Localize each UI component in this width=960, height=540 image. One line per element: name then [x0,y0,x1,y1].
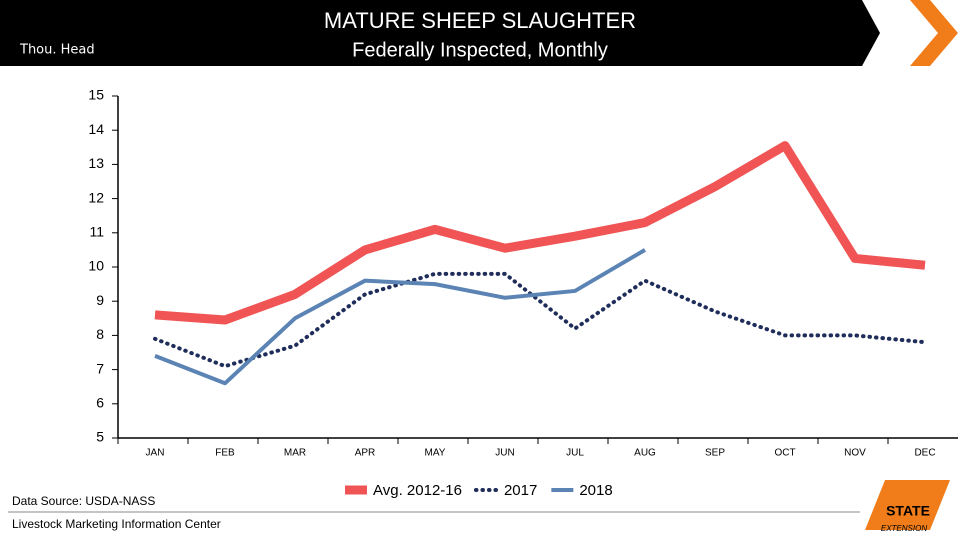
x-tick-label: FEB [215,448,235,459]
legend-label: 2017 [504,482,537,499]
x-tick-label: OCT [774,448,795,459]
legend-label: Avg. 2012-16 [373,482,462,499]
x-tick-label: SEP [705,448,725,459]
x-tick-label: MAY [425,448,446,459]
y-tick-label: 5 [96,429,104,445]
header-banner [0,0,880,66]
series-line [154,248,647,386]
y-tick-label: 7 [96,360,104,376]
legend-label: 2018 [579,482,612,499]
x-tick-label: MAR [284,448,306,459]
x-tick-label: NOV [844,448,866,459]
y-tick-label: 15 [88,87,104,103]
x-tick-label: AUG [634,448,656,459]
footer: Livestock Marketing Information Center [12,517,221,531]
y-tick-label: 10 [88,258,104,274]
x-tick-label: APR [355,448,376,459]
x-tick-label: JUL [566,448,584,459]
x-tick-label: JUN [495,448,514,459]
y-tick-label: 14 [88,121,104,137]
logo-text: STATE [886,503,930,519]
series-line [154,141,926,325]
x-tick-label: DEC [914,448,935,459]
series-line [153,271,927,369]
chevron [910,0,958,66]
chart-subtitle: Federally Inspected, Monthly [352,39,608,61]
chart-title: MATURE SHEEP SLAUGHTER [324,8,636,33]
y-tick-label: 6 [96,395,104,411]
x-tick-label: JAN [146,448,165,459]
y-axis-label: Thou. Head [19,43,95,58]
y-tick-label: 13 [88,155,104,171]
source: Data Source: USDA-NASS [12,494,155,508]
y-tick-label: 12 [88,189,104,205]
y-tick-label: 11 [89,224,104,240]
logo: STATE EXTENSION [865,480,950,533]
y-tick-label: 9 [96,292,104,308]
logo-text: EXTENSION [881,524,927,533]
y-tick-label: 8 [96,326,104,342]
